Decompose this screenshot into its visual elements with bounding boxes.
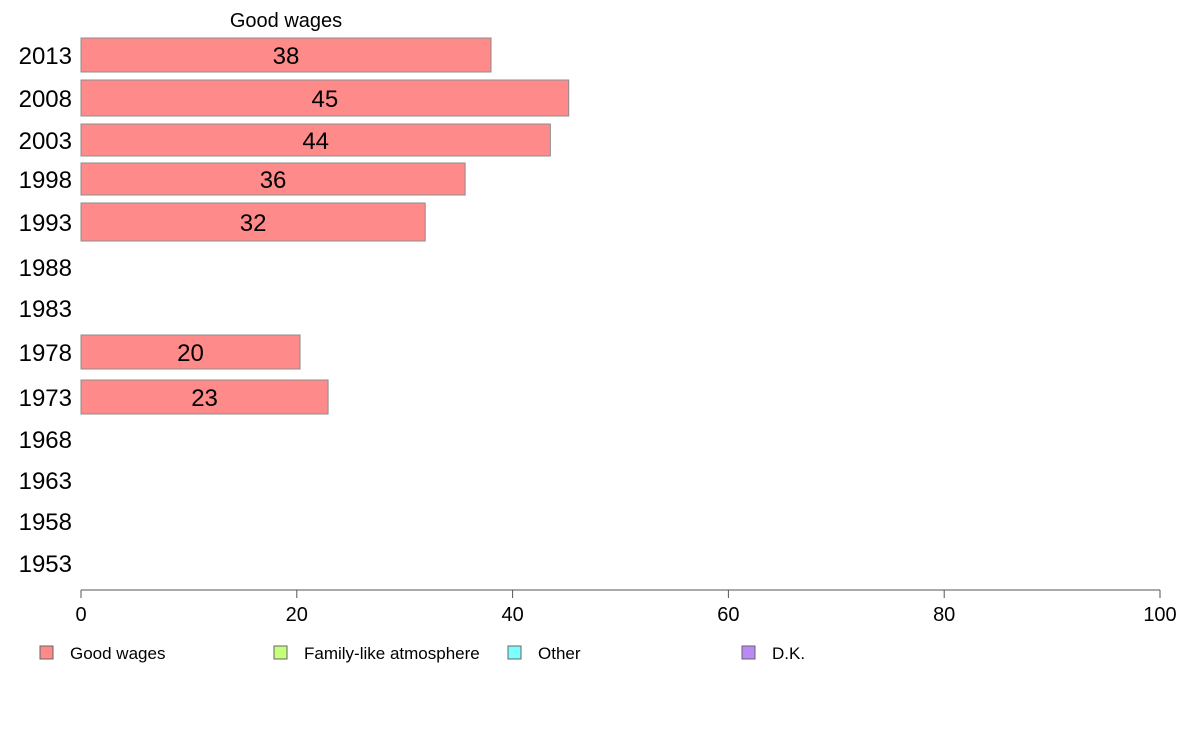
bar-2013 bbox=[80, 37, 492, 73]
bar-2008 bbox=[80, 79, 570, 117]
legend-swatch-1 bbox=[273, 645, 288, 660]
bar-label-1993: 32 bbox=[240, 210, 267, 237]
chart-title: Good wages bbox=[230, 10, 342, 32]
legend-label-3: D.K. bbox=[772, 644, 805, 663]
legend-label-1: Family-like atmosphere bbox=[304, 644, 480, 663]
category-label-1968: 1968 bbox=[19, 427, 72, 454]
x-axis: 0 20 40 60 80 100 bbox=[75, 589, 1177, 626]
category-label-1978: 1978 bbox=[19, 340, 72, 367]
category-label-1988: 1988 bbox=[19, 255, 72, 282]
bar-2003 bbox=[80, 123, 551, 157]
bar-1998 bbox=[80, 162, 466, 196]
category-label-1998: 1998 bbox=[19, 167, 72, 194]
category-label-1953: 1953 bbox=[19, 551, 72, 578]
category-label-1973: 1973 bbox=[19, 385, 72, 412]
legend-swatch-3 bbox=[741, 645, 756, 660]
x-tick-label-0: 0 bbox=[75, 604, 86, 626]
bar-1973 bbox=[80, 379, 329, 415]
category-label-2003: 2003 bbox=[19, 128, 72, 155]
legend: Good wages Family-like atmosphere Other D.K… bbox=[39, 644, 805, 663]
bar-label-2003: 44 bbox=[302, 128, 329, 155]
x-tick-label-20: 20 bbox=[286, 604, 308, 626]
category-label-1983: 1983 bbox=[19, 296, 72, 323]
x-tick-label-40: 40 bbox=[501, 604, 523, 626]
category-label-2013: 2013 bbox=[19, 43, 72, 70]
category-label-1963: 1963 bbox=[19, 468, 72, 495]
x-tick-label-80: 80 bbox=[933, 604, 955, 626]
bar-label-1973: 23 bbox=[191, 385, 218, 412]
legend-swatch-2 bbox=[507, 645, 522, 660]
legend-label-0: Good wages bbox=[70, 644, 165, 663]
bar-label-2013: 38 bbox=[273, 43, 300, 70]
bar-label-1998: 36 bbox=[260, 167, 287, 194]
category-label-2008: 2008 bbox=[19, 86, 72, 113]
bar-label-1978: 20 bbox=[177, 340, 204, 367]
category-label-1958: 1958 bbox=[19, 509, 72, 536]
legend-swatch-0 bbox=[39, 645, 54, 660]
bar-1993 bbox=[80, 202, 426, 242]
legend-label-2: Other bbox=[538, 644, 581, 663]
category-label-1993: 1993 bbox=[19, 210, 72, 237]
x-tick-label-100: 100 bbox=[1143, 604, 1176, 626]
category-labels: 2013 2008 2003 1998 1993 1988 1983 1978 1973 1968… bbox=[19, 43, 72, 578]
bar-1978 bbox=[80, 334, 301, 370]
x-tick-label-60: 60 bbox=[717, 604, 739, 626]
bars-layer: 38 45 44 36 32 20 23 bbox=[80, 37, 570, 415]
bar-label-2008: 45 bbox=[312, 86, 339, 113]
